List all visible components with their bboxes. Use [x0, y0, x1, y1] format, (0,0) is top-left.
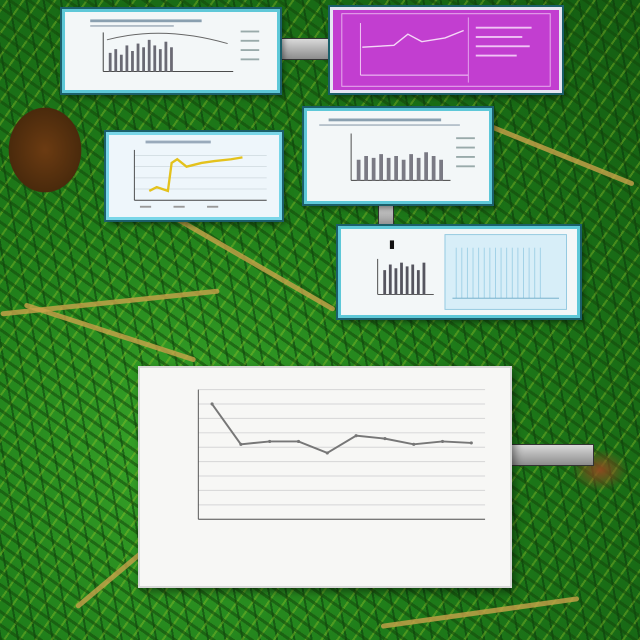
data-point	[383, 437, 387, 441]
series-line	[211, 403, 472, 455]
panel-marker: ▮	[389, 238, 395, 251]
line-chart-panel-yellow	[106, 132, 282, 220]
branch	[23, 302, 197, 363]
branch	[475, 118, 635, 187]
branch	[380, 596, 580, 629]
data-point	[325, 451, 329, 455]
data-point	[296, 439, 301, 444]
bar-chart-panel-top-left	[62, 9, 280, 93]
data-point	[268, 439, 272, 444]
line-chart-thumbnail	[133, 140, 267, 208]
bar-chart-thumbnail	[319, 118, 475, 181]
chart-gridlines	[198, 389, 486, 520]
data-point	[239, 442, 243, 446]
branch	[0, 288, 220, 317]
panel-mount-bracket	[510, 444, 594, 466]
bar-chart-thumbnail	[90, 19, 260, 72]
main-line-chart	[138, 366, 512, 588]
data-point	[440, 439, 445, 444]
line-chart-thumbnail	[341, 13, 551, 87]
bar-chart-panel-lower-right: ▮	[338, 226, 580, 318]
bar-chart-panel-middle	[304, 108, 492, 204]
panel-mount-bracket	[378, 204, 394, 228]
line-chart-panel-magenta	[330, 7, 562, 93]
line-chart	[197, 389, 486, 520]
data-point	[469, 441, 473, 445]
bar-chart-thumbnail: ▮	[377, 234, 567, 310]
data-point	[412, 442, 416, 446]
series-points	[210, 402, 473, 455]
data-point	[354, 434, 358, 438]
data-point	[210, 402, 214, 406]
panel-mount-bracket	[280, 38, 330, 60]
